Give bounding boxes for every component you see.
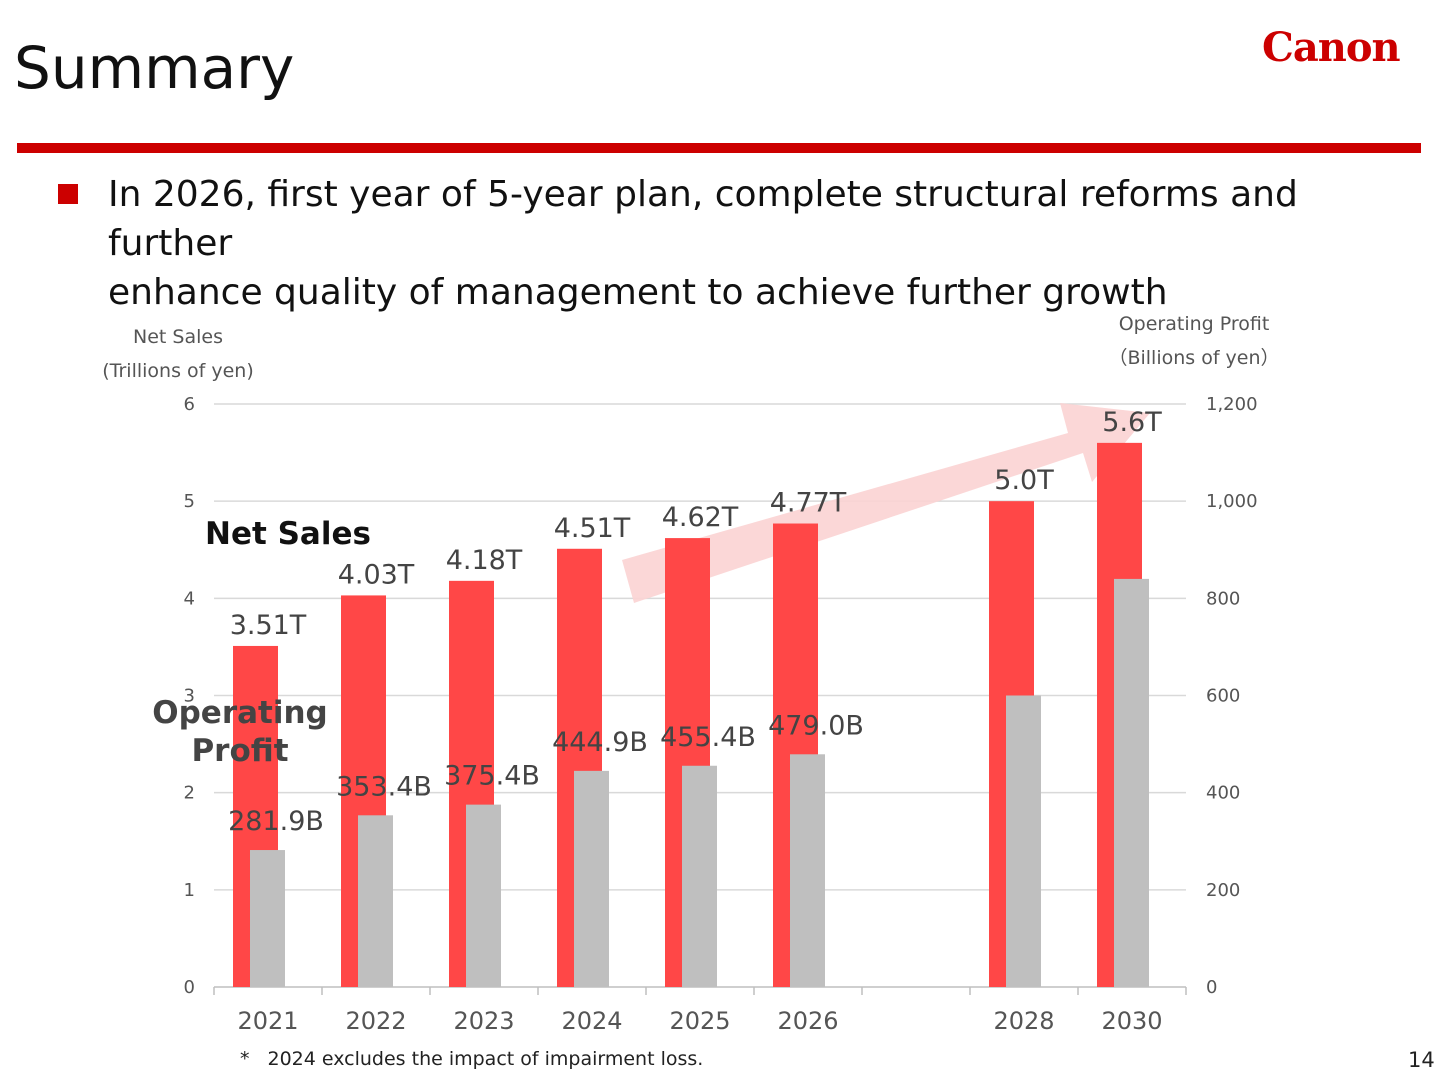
left-tick-label: 2 <box>184 783 195 804</box>
bullet-line-1: In 2026, first year of 5-year plan, comp… <box>108 174 1298 264</box>
net-sales-data-label: 5.6T <box>1102 407 1162 438</box>
net-sales-data-label: 4.62T <box>662 502 739 533</box>
net-sales-data-label: 3.51T <box>230 610 307 641</box>
operating-profit-bar <box>1006 695 1041 987</box>
bullet-text: In 2026, first year of 5-year plan, comp… <box>108 170 1408 317</box>
operating-profit-data-label: 375.4B <box>444 761 540 792</box>
right-tick-label: 800 <box>1206 588 1240 609</box>
right-axis-title-line2: （Billions of yen） <box>1108 347 1280 369</box>
page-number: 14 <box>1408 1048 1435 1072</box>
net-sales-data-label: 4.77T <box>770 488 847 519</box>
left-tick-label: 1 <box>184 880 195 901</box>
left-axis-title: Net Sales (Trillions of yen) <box>100 324 256 382</box>
bullet-line-2: enhance quality of management to achieve… <box>108 272 1168 313</box>
series-label-operating-profit: Operating Profit <box>150 694 330 770</box>
series-label-net-sales: Net Sales <box>205 516 371 552</box>
left-tick-label: 5 <box>184 491 195 512</box>
left-axis-title-line2: (Trillions of yen) <box>102 360 254 382</box>
x-tick-label: 2026 <box>777 1007 838 1035</box>
operating-profit-bar <box>682 765 717 987</box>
growth-arrow-icon <box>622 403 1150 603</box>
right-tick-label: 1,000 <box>1206 491 1258 512</box>
right-tick-label: 200 <box>1206 880 1240 901</box>
canon-logo: Canon <box>1262 24 1401 71</box>
left-tick-label: 0 <box>184 977 195 998</box>
x-tick-label: 2021 <box>237 1007 298 1035</box>
x-tick-label: 2030 <box>1101 1007 1162 1035</box>
page-title: Summary <box>14 34 295 102</box>
net-sales-data-label: 4.51T <box>554 513 631 544</box>
operating-profit-bar <box>250 850 285 987</box>
header-divider <box>17 143 1421 153</box>
series-label-operating-profit-line1: Operating <box>152 695 328 731</box>
operating-profit-bar <box>574 770 609 987</box>
x-tick-label: 2022 <box>345 1007 406 1035</box>
footnote-text: 2024 excludes the impact of impairment l… <box>267 1048 704 1070</box>
operating-profit-data-label: 281.9B <box>228 806 324 837</box>
right-tick-label: 600 <box>1206 686 1240 707</box>
left-tick-label: 6 <box>184 394 195 415</box>
footnote-marker: * <box>240 1048 250 1070</box>
net-sales-data-label: 5.0T <box>994 465 1054 496</box>
bullet-square-icon <box>58 184 78 204</box>
x-tick-label: 2028 <box>993 1007 1054 1035</box>
left-tick-label: 3 <box>184 686 195 707</box>
operating-profit-data-label: 353.4B <box>336 771 432 802</box>
right-axis-title-line1: Operating Profit <box>1118 313 1270 335</box>
net-sales-data-label: 4.18T <box>446 545 523 576</box>
series-label-operating-profit-line2: Profit <box>191 733 289 769</box>
x-tick-label: 2023 <box>453 1007 514 1035</box>
footnote: * 2024 excludes the impact of impairment … <box>240 1048 703 1070</box>
right-tick-label: 0 <box>1206 977 1217 998</box>
operating-profit-bar <box>790 754 825 987</box>
operating-profit-bar <box>466 804 501 987</box>
right-axis-title: Operating Profit （Billions of yen） <box>1100 313 1288 370</box>
right-tick-label: 400 <box>1206 783 1240 804</box>
operating-profit-bar <box>358 815 393 987</box>
operating-profit-data-label: 455.4B <box>660 722 756 753</box>
x-tick-label: 2024 <box>561 1007 622 1035</box>
left-tick-label: 4 <box>184 588 195 609</box>
operating-profit-data-label: 444.9B <box>552 727 648 758</box>
left-axis-title-line1: Net Sales <box>133 326 223 348</box>
right-tick-label: 1,200 <box>1206 394 1258 415</box>
operating-profit-bar <box>1114 578 1149 987</box>
operating-profit-data-label: 479.0B <box>768 710 864 741</box>
net-sales-data-label: 4.03T <box>338 559 415 590</box>
x-tick-label: 2025 <box>669 1007 730 1035</box>
